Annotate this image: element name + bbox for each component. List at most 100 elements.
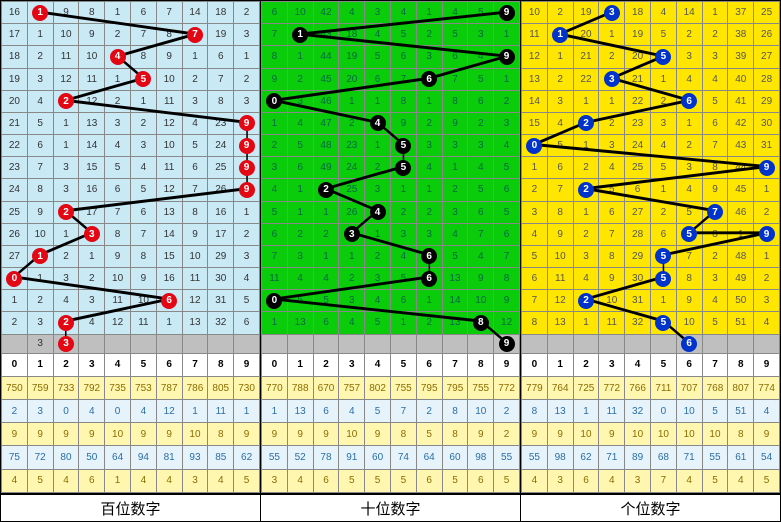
- cell: 3: [339, 290, 365, 312]
- cell: 1: [573, 90, 599, 112]
- cell: 1: [416, 179, 442, 201]
- cell: 3: [287, 90, 313, 112]
- cell: 0: [522, 135, 548, 157]
- cell: 1: [287, 201, 313, 223]
- header-cell: 5: [130, 353, 156, 376]
- cell: 1: [79, 245, 105, 267]
- mark-circle: 3: [84, 226, 100, 242]
- cell: 5: [650, 268, 676, 290]
- cell: 3: [468, 135, 494, 157]
- cell: 12: [79, 90, 105, 112]
- cell: 12: [522, 46, 548, 68]
- cell: 3: [365, 268, 391, 290]
- summary-cell: 3: [27, 400, 53, 423]
- summary-cell: 5: [234, 469, 260, 492]
- cell: 2: [468, 112, 494, 134]
- cell: 3: [547, 90, 573, 112]
- cell: 2: [287, 223, 313, 245]
- summary-cell: 4: [156, 469, 182, 492]
- cell: 2: [676, 135, 702, 157]
- mark-circle: 5: [655, 271, 671, 287]
- summary-cell: 94: [130, 446, 156, 469]
- cell: 1: [416, 2, 442, 24]
- cell: 21: [625, 68, 651, 90]
- cell: 2: [234, 68, 260, 90]
- cell: 45: [313, 68, 339, 90]
- mark-circle: 6: [681, 336, 697, 352]
- cell: 6: [390, 290, 416, 312]
- cell: 4: [365, 290, 391, 312]
- summary-cell: 4: [339, 400, 365, 423]
- cell: [625, 334, 651, 353]
- header-cell: 6: [416, 353, 442, 376]
- cell: 5: [676, 201, 702, 223]
- cell: 4: [468, 157, 494, 179]
- summary-cell: 80: [53, 446, 79, 469]
- cell: 5: [182, 135, 208, 157]
- cell: 5: [599, 179, 625, 201]
- cell: 1: [522, 157, 548, 179]
- cell: 4: [494, 135, 520, 157]
- header-cell: 1: [287, 353, 313, 376]
- cell: 5: [650, 312, 676, 334]
- cell: 3: [365, 2, 391, 24]
- cell: 14: [79, 135, 105, 157]
- mark-circle: 7: [707, 204, 723, 220]
- cell: 9: [754, 157, 780, 179]
- cell: 1: [287, 46, 313, 68]
- cell: 2: [105, 24, 131, 46]
- cell: 1: [27, 245, 53, 267]
- cell: 9: [547, 223, 573, 245]
- cell: 7: [130, 24, 156, 46]
- summary-cell: 4: [287, 469, 313, 492]
- mark-circle: 6: [161, 293, 177, 309]
- cell: 3: [287, 245, 313, 267]
- cell: 2: [599, 112, 625, 134]
- lottery-trend-chart: 1619816714182171109278719318211104891611…: [0, 0, 781, 522]
- cell: 1: [156, 312, 182, 334]
- cell: 7: [494, 245, 520, 267]
- cell: 2: [442, 179, 468, 201]
- summary-cell: 0: [650, 400, 676, 423]
- cell: 11: [547, 268, 573, 290]
- cell: 12: [494, 312, 520, 334]
- cell: 1: [494, 24, 520, 46]
- cell: 5: [365, 46, 391, 68]
- cell: 1: [27, 268, 53, 290]
- cell: 3: [573, 245, 599, 267]
- cell: 2: [702, 245, 728, 267]
- cell: 10: [130, 290, 156, 312]
- summary-cell: 62: [234, 446, 260, 469]
- summary-cell: 792: [79, 376, 105, 399]
- cell: 4: [339, 312, 365, 334]
- summary-cell: 8: [522, 400, 548, 423]
- cell: 9: [234, 157, 260, 179]
- cell: [262, 334, 288, 353]
- summary-cell: 10: [468, 400, 494, 423]
- summary-cell: 9: [130, 423, 156, 446]
- cell: 3: [53, 179, 79, 201]
- cell: [522, 334, 548, 353]
- mark-circle: 5: [655, 248, 671, 264]
- summary-cell: 64: [105, 446, 131, 469]
- cell: 9: [234, 112, 260, 134]
- cell: 3: [53, 157, 79, 179]
- mark-circle: 9: [239, 138, 255, 154]
- cell: 6: [130, 201, 156, 223]
- summary-cell: 10: [702, 423, 728, 446]
- panel-label-ones: 个位数字: [521, 495, 780, 521]
- cell: 11: [130, 312, 156, 334]
- cell: 3: [234, 245, 260, 267]
- mark-circle: 3: [344, 226, 360, 242]
- summary-cell: 54: [754, 446, 780, 469]
- summary-cell: 51: [728, 400, 754, 423]
- summary-cell: 2: [416, 400, 442, 423]
- cell: 8: [130, 46, 156, 68]
- summary-cell: 5: [442, 469, 468, 492]
- summary-cell: 2: [494, 423, 520, 446]
- summary-cell: 13: [287, 400, 313, 423]
- cell: 2: [53, 201, 79, 223]
- cell: 5: [468, 179, 494, 201]
- cell: 5: [522, 245, 548, 267]
- cell: 9: [234, 135, 260, 157]
